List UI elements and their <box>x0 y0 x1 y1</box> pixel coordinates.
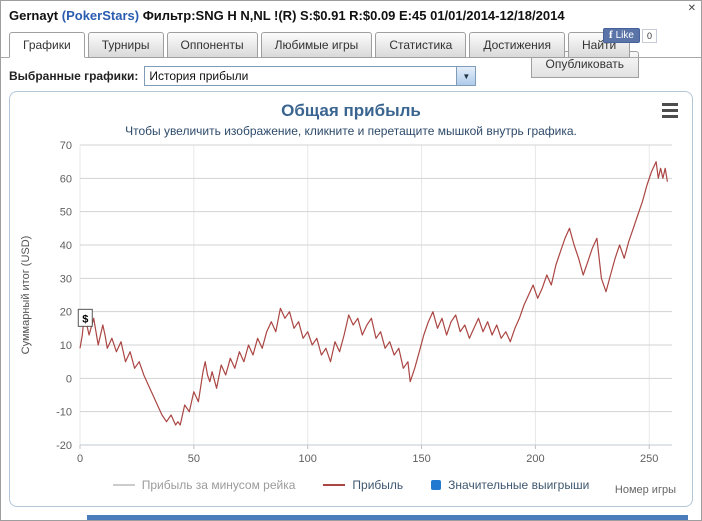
svg-text:0: 0 <box>66 373 72 385</box>
tab-achievements[interactable]: Достижения <box>469 32 566 58</box>
tab-bar: Графики Турниры Оппоненты Любимые игры С… <box>1 32 701 58</box>
profit-line-chart[interactable]: 0 50 100 150 200 250706050403020100-10-20Сумм… <box>16 140 692 478</box>
x-axis-title: Номер игры <box>614 484 676 496</box>
svg-text:60: 60 <box>60 173 72 185</box>
chart-subtitle: Чтобы увеличить изображение, кликните и … <box>125 124 577 138</box>
svg-text:200: 200 <box>526 453 544 465</box>
red-line-swatch <box>323 484 346 486</box>
bottom-bar <box>87 515 688 520</box>
svg-text:100: 100 <box>299 453 317 465</box>
pokerstars-link[interactable]: (PokerStars) <box>61 8 140 23</box>
facebook-like-button[interactable]: f Like <box>602 28 640 43</box>
graph-selector-row: Выбранные графики: История прибыли ▼ <box>9 66 701 86</box>
chevron-down-icon: ▼ <box>456 67 476 85</box>
legend-item-profit[interactable]: Прибыль <box>323 478 403 492</box>
graph-selector-label: Выбранные графики: <box>9 69 139 83</box>
legend-label: Прибыль за минусом рейка <box>141 478 296 492</box>
svg-text:-10: -10 <box>56 407 72 419</box>
svg-text:10: 10 <box>60 340 72 352</box>
like-count-badge: 0 <box>641 28 657 43</box>
svg-text:Суммарный итог (USD): Суммарный итог (USD) <box>20 236 32 355</box>
chart-panel: Общая прибыль Чтобы увеличить изображени… <box>9 91 693 507</box>
legend-item-profit-minus-rake[interactable]: Прибыль за минусом рейка <box>112 478 296 492</box>
filter-summary: Фильтр:SNG H N,NL !(R) S:$0.91 R:$0.09 E… <box>142 8 565 23</box>
window-header: Gernayt (PokerStars) Фильтр:SNG H N,NL !… <box>1 1 701 23</box>
svg-text:30: 30 <box>60 273 72 285</box>
svg-text:$: $ <box>82 313 88 325</box>
svg-text:250: 250 <box>640 453 658 465</box>
graph-type-select[interactable]: История прибыли ▼ <box>144 66 477 86</box>
tab-graphs[interactable]: Графики <box>9 32 85 58</box>
close-icon[interactable]: ✕ <box>687 3 696 14</box>
chart-title: Общая прибыль <box>281 101 421 120</box>
blue-square-swatch <box>431 480 442 490</box>
player-name: Gernayt <box>9 8 59 23</box>
svg-text:70: 70 <box>60 140 72 152</box>
like-label: Like <box>615 30 634 41</box>
tab-tournaments[interactable]: Турниры <box>87 32 164 58</box>
facebook-like-widget: f Like 0 <box>602 28 657 43</box>
svg-text:150: 150 <box>412 453 430 465</box>
svg-text:20: 20 <box>60 307 72 319</box>
chart-legend: Прибыль за минусом рейка Прибыль Значите… <box>10 478 692 492</box>
selected-graph-value: История прибыли <box>149 69 249 83</box>
legend-label: Значительные выигрыши <box>448 478 590 492</box>
legend-item-significant-wins[interactable]: Значительные выигрыши <box>431 478 589 492</box>
svg-text:50: 50 <box>60 207 72 219</box>
facebook-icon: f <box>608 29 613 41</box>
legend-label: Прибыль <box>352 478 404 492</box>
export-menu-icon[interactable] <box>662 103 678 121</box>
tab-opponents[interactable]: Оппоненты <box>166 32 258 58</box>
svg-text:40: 40 <box>60 240 72 252</box>
tab-favorite-games[interactable]: Любимые игры <box>260 32 373 58</box>
tab-statistics[interactable]: Статистика <box>375 32 467 58</box>
svg-text:-20: -20 <box>56 440 72 452</box>
svg-text:0: 0 <box>77 453 83 465</box>
gray-line-swatch <box>112 484 135 486</box>
svg-text:50: 50 <box>188 453 200 465</box>
